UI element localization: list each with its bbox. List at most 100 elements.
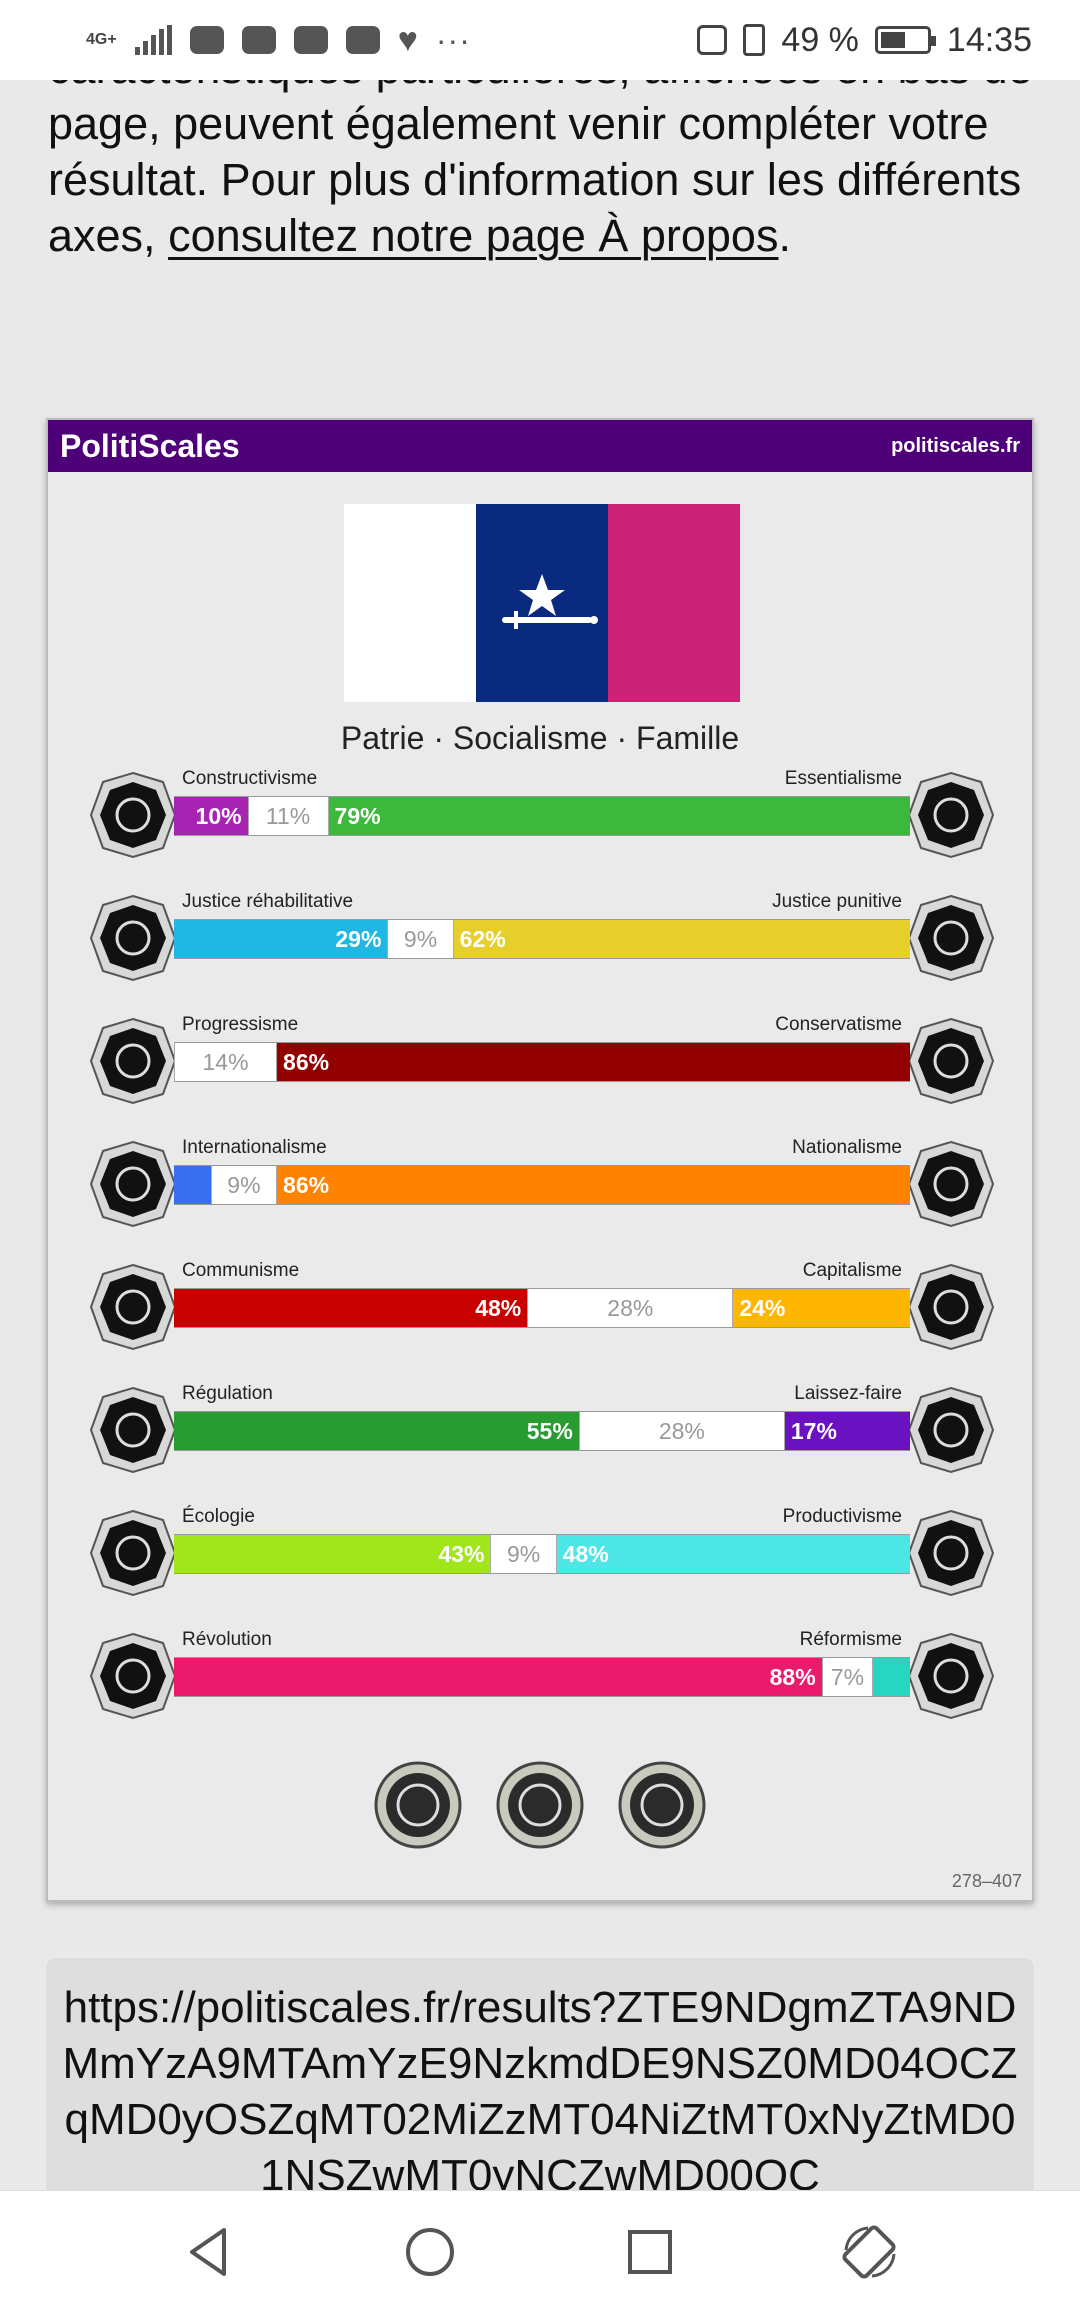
axis-row-justice: Justice réhabilitative Justice punitive 29… (88, 889, 996, 985)
axis-bar: 14% 86% (174, 1042, 910, 1082)
vibrate-icon (743, 24, 766, 56)
axis-left-label: Écologie (182, 1506, 255, 1527)
compass-gear-badge-icon (495, 1760, 585, 1850)
status-bar: 4G+ ♥ ··· 49 % 14:35 (0, 0, 1080, 80)
rotate-icon[interactable] (835, 2217, 905, 2287)
status-left: 4G+ ♥ ··· (86, 21, 471, 60)
slogan: Patrie · Socialisme · Famille (340, 720, 740, 756)
axis-right-segment: 79% (328, 797, 910, 835)
flag-stripe-blue (476, 504, 608, 702)
axis-left-label: Justice réhabilitative (182, 891, 354, 912)
axis-right-segment: 48% (556, 1535, 910, 1573)
axis-left-segment: 43% (174, 1535, 491, 1573)
axis-bar: 10% 11% 79% (174, 796, 910, 836)
flag-icon (906, 1139, 996, 1229)
discord-icon (241, 26, 276, 54)
home-icon[interactable] (395, 2217, 465, 2287)
sunburst-icon (906, 770, 996, 860)
axis-neutral-segment: 11% (247, 797, 329, 835)
axis-row-progressisme: Progressisme Conservatisme 14% 86% (88, 1012, 996, 1108)
youtube-icon (345, 26, 380, 54)
status-right: 49 % 14:35 (697, 21, 1032, 60)
globe-laurel-icon (88, 1139, 178, 1229)
card-header: PolitiScales politiscales.fr (48, 420, 1032, 472)
axis-left-label: Progressisme (182, 1014, 299, 1035)
axis-bar: 55% 28% 17% (174, 1411, 910, 1451)
axis-right-label: Réformisme (799, 1629, 902, 1650)
axis-left-segment: 10% (174, 797, 248, 835)
axis-right-segment: 86% (277, 1166, 910, 1204)
axis-left-label: Internationalisme (182, 1137, 327, 1158)
axis-right-label: Productivisme (782, 1506, 902, 1527)
badges-row (48, 1760, 1032, 1850)
axis-bar: 88% 7% (174, 1657, 910, 1697)
comet-icon (88, 1016, 178, 1106)
tree-icon (88, 1508, 178, 1598)
axis-right-label: Essentialisme (784, 768, 902, 789)
star-sword-icon (502, 574, 598, 629)
axis-row-ecologie: Écologie Productivisme 43% 9% 48% (88, 1504, 996, 1600)
axis-neutral-segment: 28% (578, 1412, 785, 1450)
handshake-icon (88, 893, 178, 983)
about-page-link[interactable]: consultez notre page À propos (168, 210, 779, 261)
axis-bar: 29% 9% 62% (174, 919, 910, 959)
axis-right-label: Justice punitive (772, 891, 902, 912)
site-name: politiscales.fr (891, 434, 1020, 457)
axis-right-segment: 24% (733, 1289, 910, 1327)
axis-left-segment: 48% (174, 1289, 528, 1327)
youtube-icon (293, 26, 328, 54)
axis-left-label: Révolution (182, 1629, 272, 1650)
result-url-text[interactable]: https://politiscales.fr/results?ZTE9NDgm… (62, 1983, 1018, 2200)
crown-badge-icon (617, 1760, 707, 1850)
recents-icon[interactable] (615, 2217, 685, 2287)
axis-right-label: Conservatisme (775, 1014, 902, 1035)
axis-right-segment (873, 1658, 910, 1696)
quill-icon (906, 1016, 996, 1106)
signal-icon (134, 25, 172, 55)
back-icon[interactable] (175, 2217, 245, 2287)
axis-neutral-segment: 14% (174, 1043, 278, 1081)
axis-right-label: Capitalisme (802, 1260, 902, 1281)
prison-bars-icon (906, 893, 996, 983)
axis-right-label: Laissez-faire (794, 1383, 902, 1404)
hammer-sickle-icon (88, 1262, 178, 1352)
axis-neutral-segment: 9% (387, 920, 454, 958)
axis-right-segment: 17% (784, 1412, 910, 1450)
axis-left-segment (174, 1166, 211, 1204)
result-card: PolitiScales politiscales.fr Patrie · So… (46, 418, 1034, 1902)
intro-end: . (778, 210, 791, 261)
navigation-bar (0, 2190, 1080, 2312)
clock: 14:35 (946, 20, 1032, 59)
network-type: 4G+ (86, 31, 117, 48)
battery-icon (874, 26, 936, 54)
axis-right-label: Nationalisme (792, 1137, 902, 1158)
factory-icon (906, 1508, 996, 1598)
result-code: 278–407 (951, 1871, 1022, 1891)
axis-row-constructivisme: Constructivisme Essentialisme 10% 11% 79% (88, 766, 996, 862)
axis-right-segment: 86% (277, 1043, 910, 1081)
battery-percent: 49 % (781, 20, 859, 59)
butterfly-icon (906, 1385, 996, 1475)
scales-icon (88, 1385, 178, 1475)
axis-row-regulation: Régulation Laissez-faire 55% 28% 17% (88, 1381, 996, 1477)
result-flag (344, 504, 740, 702)
axis-row-communisme: Communisme Capitalisme 48% 28% 24% (88, 1258, 996, 1354)
flag-stripe-pink (608, 504, 740, 702)
axis-row-revolution: Révolution Réformisme 88% 7% (88, 1627, 996, 1723)
axis-neutral-segment: 7% (821, 1658, 874, 1696)
axis-bar: 43% 9% 48% (174, 1534, 910, 1574)
axis-neutral-segment: 28% (527, 1289, 734, 1327)
brand-title: PolitiScales (60, 427, 240, 464)
axis-left-segment: 55% (174, 1412, 579, 1450)
axis-left-label: Communisme (182, 1260, 300, 1281)
more-notifications-icon: ··· (435, 21, 471, 58)
ballot-icon (906, 1631, 996, 1721)
heart-icon: ♥ (397, 20, 418, 59)
raised-fist-icon (88, 1631, 178, 1721)
axis-bar: 48% 28% 24% (174, 1288, 910, 1328)
axis-left-segment: 88% (174, 1658, 822, 1696)
eye-icon (88, 770, 178, 860)
flag-stripe-white (344, 504, 476, 702)
axis-neutral-segment: 9% (210, 1166, 278, 1204)
axis-row-internationalisme: Internationalisme Nationalisme 9% 86% (88, 1135, 996, 1231)
